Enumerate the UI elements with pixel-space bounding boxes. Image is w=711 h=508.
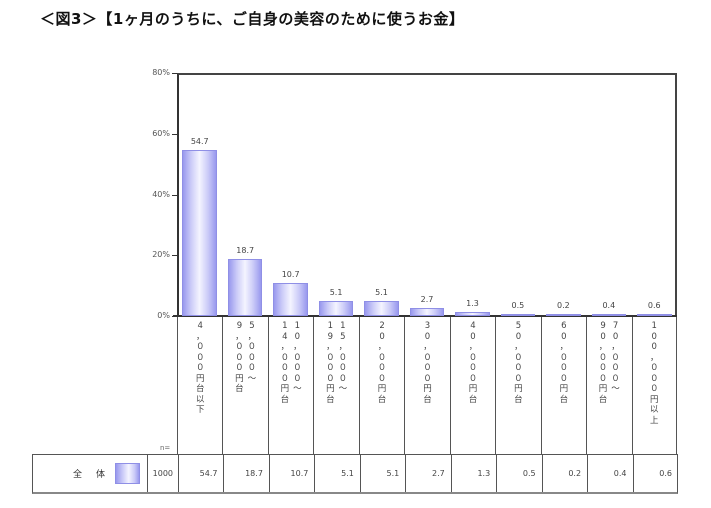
category-label: 4 0， ０ ０ ０ 円台: [449, 317, 495, 454]
category-label: 1 0 0， ０ ０ ０ 円以上: [631, 317, 677, 454]
bar-value-label: 2.7: [420, 294, 434, 304]
row-label-part1: 全: [73, 470, 83, 480]
y-tick-label: 20%: [152, 250, 170, 260]
table-value-cell: 5.1: [359, 455, 405, 492]
y-tick-mark: [172, 316, 177, 317]
bar: [409, 307, 445, 316]
bar-value-label: 0.5: [511, 301, 525, 310]
bar-value-label: 0.6: [647, 301, 661, 310]
category-label: 3 0， ０ ０ ０ 円台: [404, 317, 449, 454]
table-value-cell: 54.7: [178, 455, 223, 492]
bar: [500, 314, 536, 316]
data-table: 全 体 1000 54.7 18.7 10.7 5.1 5.1 2.7 1.3 0.5 0.2 0…: [32, 454, 678, 494]
y-tick-label: 60%: [152, 128, 170, 138]
table-value-cell: 0.6: [632, 455, 678, 492]
bar: [273, 283, 308, 316]
bar-value-label: 54.7: [190, 136, 209, 146]
y-tick-mark: [172, 133, 177, 135]
category-label: 1 0， ０ ０ ０ ～ 1 4， ０ ０ ０ 円台: [267, 317, 313, 454]
bar: [637, 314, 672, 316]
category-label: 4， ０ ０ ０ 円台以下: [177, 317, 222, 454]
bar-value-label: 0.2: [556, 301, 570, 310]
table-value-cell: 0.2: [541, 455, 587, 492]
category-label: 1 5， ０ ０ ０ ～ 1 9， ０ ０ ０ 円台: [313, 317, 358, 454]
plot-area: [177, 73, 677, 316]
legend-swatch: [115, 463, 140, 484]
table-value-cell: 18.7: [223, 455, 268, 492]
bar: [318, 300, 354, 316]
bar-value-label: 1.3: [466, 299, 479, 309]
bar: [227, 259, 263, 316]
table-value-cell: 5.1: [314, 455, 359, 492]
category-label: 7 0， ０ ０ ０ ～ 9 0， ０ ０ ０ 円台: [586, 317, 631, 454]
x-axis-line: [173, 315, 677, 317]
y-tick-mark: [172, 73, 177, 74]
category-label: 5 0， ０ ０ ０ 円台: [495, 317, 540, 454]
bar-value-label: 18.7: [236, 246, 255, 256]
y-tick-label: 40%: [152, 189, 170, 199]
bar-value-label: 10.7: [281, 270, 300, 280]
bar: [591, 314, 627, 316]
category-label: 5， ０ ０ ０ ～ 9， ０ ０ ０ 円台: [222, 317, 267, 454]
table-value-cell: 0.5: [496, 455, 541, 492]
row-label-total: 全 体: [33, 455, 147, 492]
y-tick-label: 0%: [157, 311, 170, 320]
y-tick-mark: [172, 194, 177, 196]
category-label: 2 0， ０ ０ ０ 円台: [358, 317, 404, 454]
category-label: 6 0， ０ ０ ０ 円台: [540, 317, 586, 454]
row-label-part2: 体: [96, 470, 106, 480]
table-value-cell: 2.7: [405, 455, 450, 492]
bar-value-label: 5.1: [329, 287, 343, 297]
bar-value-label: 5.1: [375, 287, 388, 297]
y-tick-label: 80%: [152, 68, 170, 77]
n-header: n=: [160, 444, 171, 452]
bar: [546, 314, 581, 316]
n-value: 1000: [147, 455, 179, 492]
bar: [182, 149, 217, 316]
table-value-cell: 0.4: [587, 455, 632, 492]
table-value-cell: 10.7: [268, 455, 314, 492]
chart-title: ＜図3＞【1ヶ月のうちに、ご自身の美容のために使うお金】: [40, 10, 465, 28]
bar: [364, 300, 399, 316]
bar: [455, 312, 490, 316]
table-value-cell: 1.3: [450, 455, 496, 492]
y-tick-mark: [172, 255, 177, 257]
bar-value-label: 0.4: [602, 301, 616, 310]
